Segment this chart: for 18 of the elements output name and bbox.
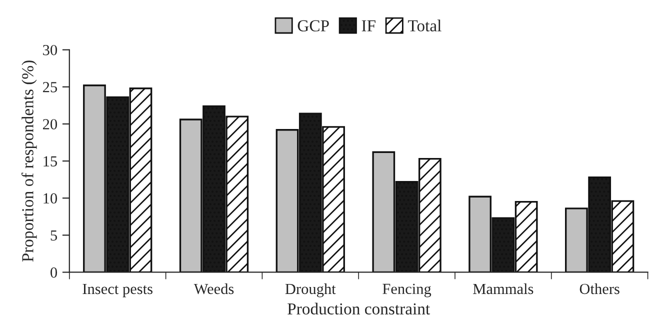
y-tick-label: 20: [42, 119, 58, 130]
x-axis-title: Production constraint: [288, 302, 430, 315]
legend-label: GCP: [298, 20, 329, 32]
x-tick-label: Fencing: [382, 284, 432, 298]
y-axis-title: Proportion of respondents (%): [21, 60, 37, 262]
y-tick-label: 5: [50, 230, 58, 241]
legend-label: Total: [408, 20, 442, 32]
y-tick-label: 15: [44, 156, 58, 166]
legend-label: IF: [362, 20, 376, 32]
y-tick-label: 10: [44, 193, 58, 204]
x-tick-label: Insect pests: [82, 284, 152, 298]
x-tick-label: Others: [580, 283, 620, 294]
x-tick-label: Weeds: [194, 283, 234, 294]
y-tick-label: 0: [50, 267, 58, 278]
x-tick-label: Drought: [285, 283, 336, 298]
y-tick-label: 25: [42, 82, 58, 92]
x-tick-label: Mammals: [473, 283, 534, 294]
y-tick-label: 30: [43, 44, 58, 56]
